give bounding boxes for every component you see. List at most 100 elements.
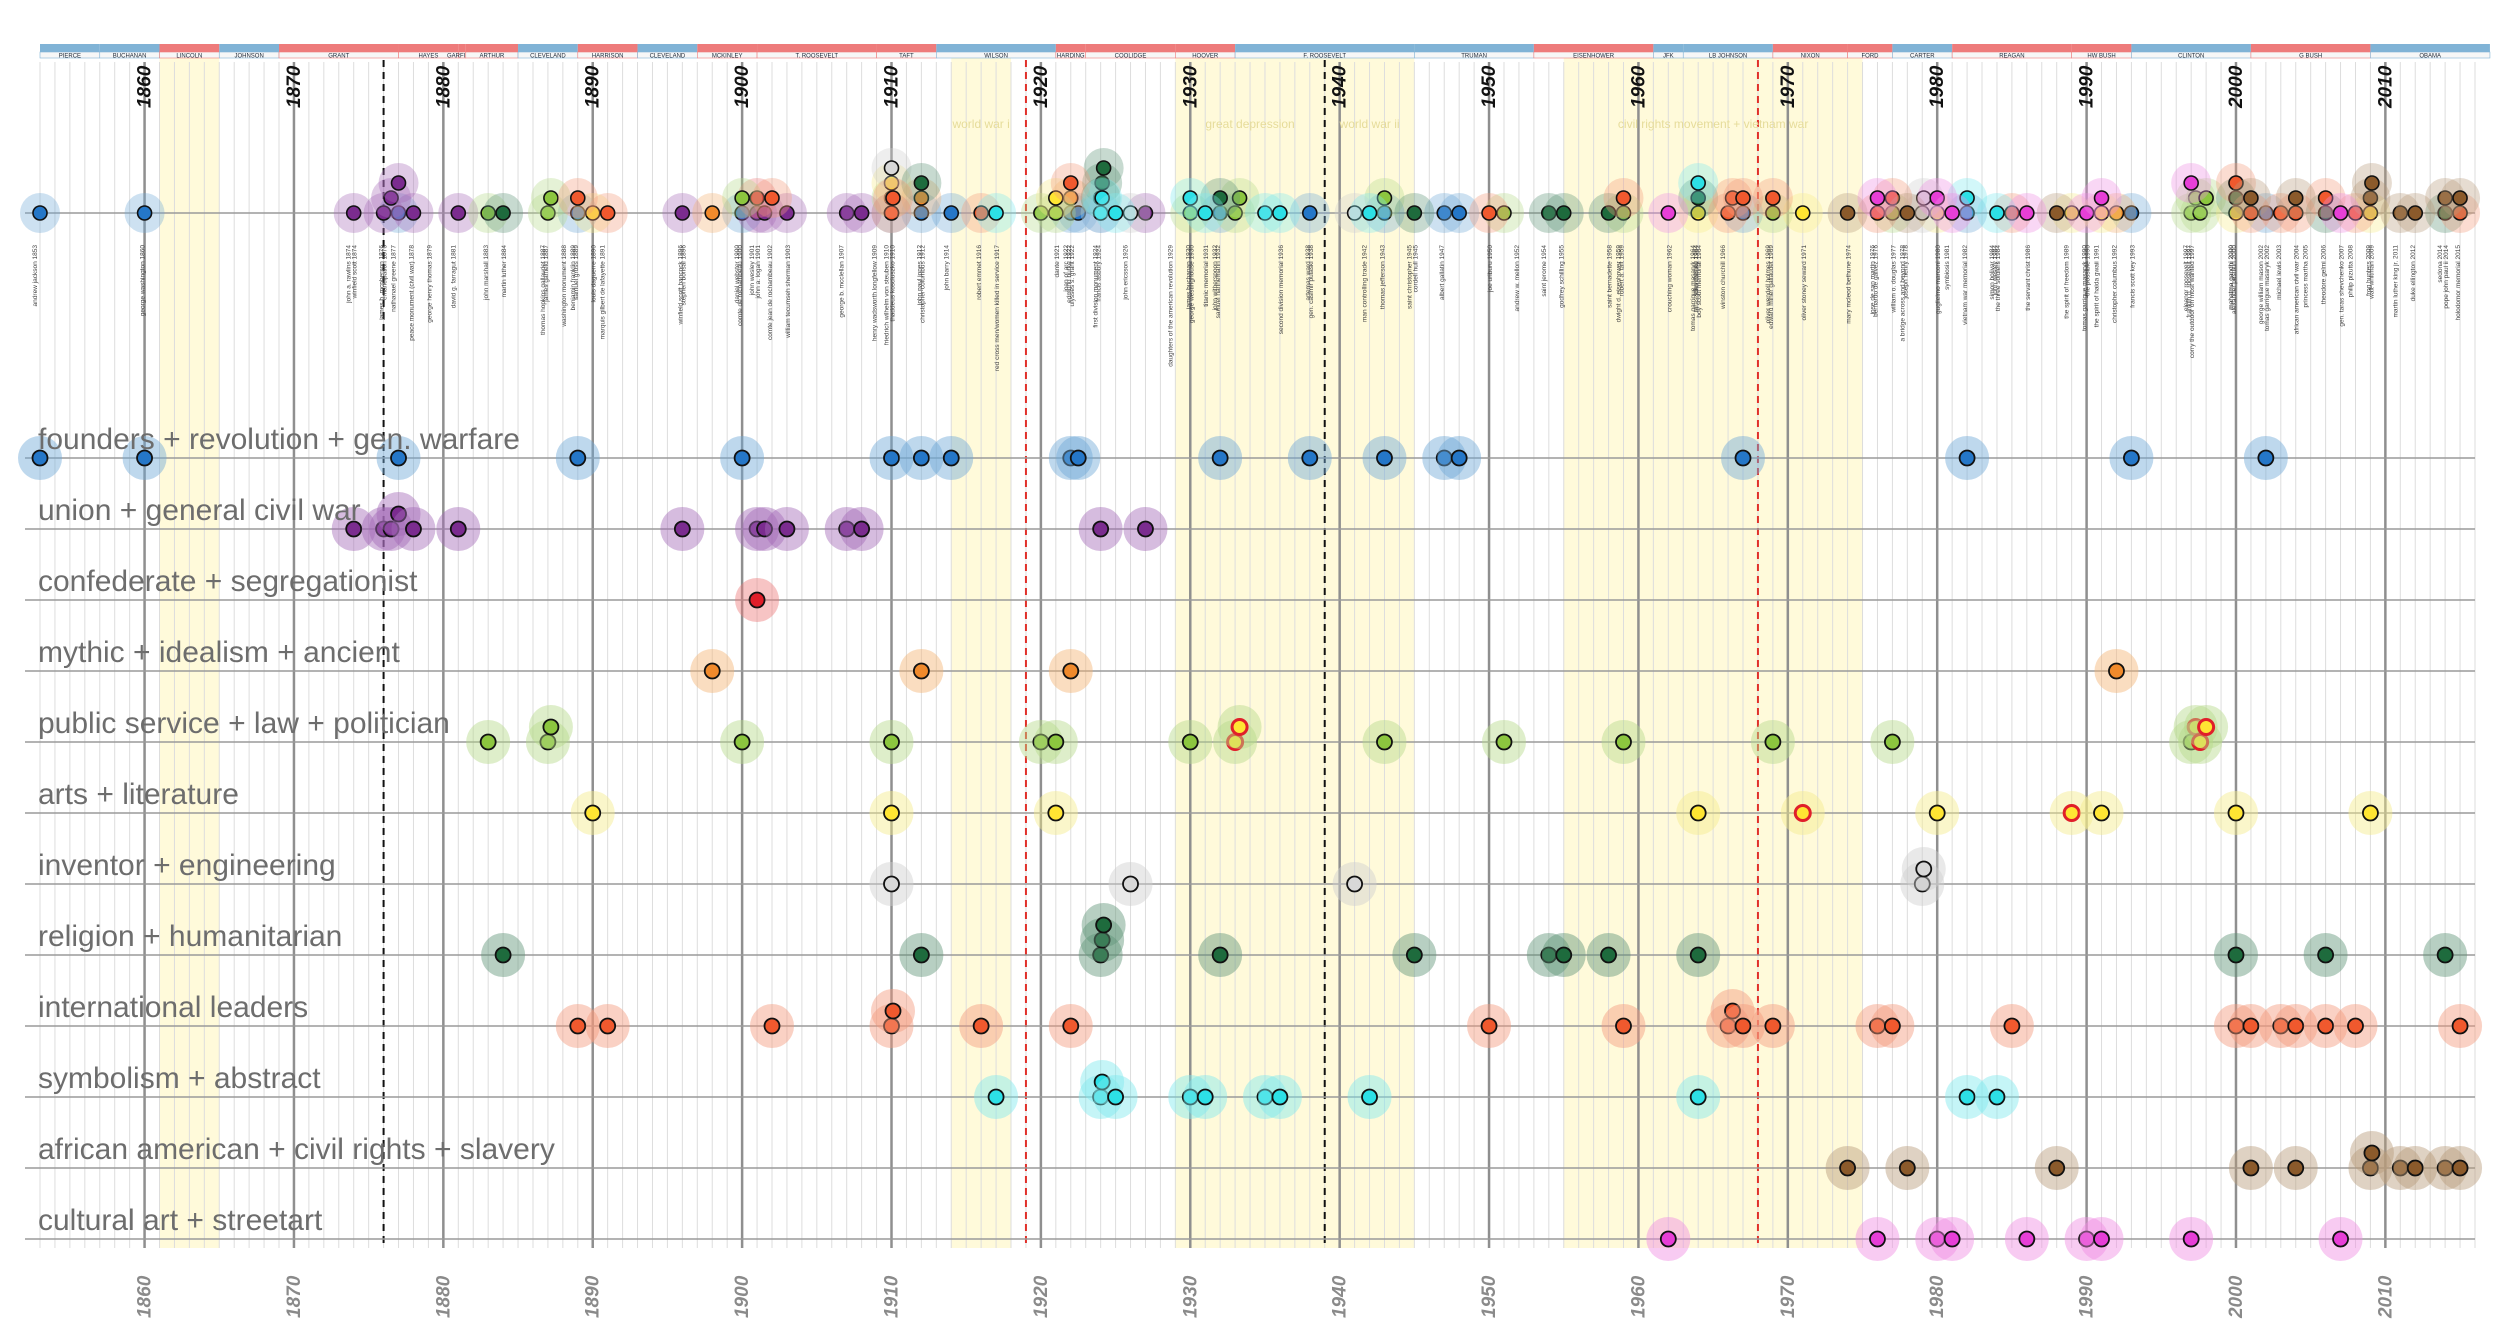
memorial-label: william tecumseh sherman 1903: [785, 245, 792, 339]
data-point: [1230, 718, 1249, 736]
data-point: [1689, 1088, 1707, 1106]
president-name: OBAMA: [2419, 54, 2441, 60]
summary-dot: [913, 205, 930, 221]
data-point: [1555, 946, 1573, 964]
summary-dot: [1062, 175, 1079, 191]
summary-dot: [913, 190, 930, 206]
memorial-label: francis scott key 1993: [2129, 245, 2136, 308]
data-point: [883, 875, 900, 893]
year-tick-label: 1920: [1031, 65, 1052, 108]
summary-dot: [2093, 205, 2110, 221]
summary-dot: [779, 205, 795, 221]
data-point: [1839, 1159, 1856, 1177]
president-term-bar: [1085, 44, 1176, 52]
summary-dot: [584, 205, 601, 221]
data-point: [1137, 520, 1154, 538]
data-point: [1062, 662, 1080, 680]
memorial-label: friedrich wilhelm von steuben 1910: [884, 245, 891, 345]
president-term-bar: [40, 44, 100, 52]
data-point: [748, 591, 766, 609]
summary-dot: [2243, 205, 2259, 221]
memorial-label: robert a. taft 1959: [1618, 245, 1625, 297]
summary-dot: [1884, 190, 1901, 206]
president-name: COOLIDGE: [1115, 54, 1147, 60]
president-term-bar: [99, 44, 160, 52]
memorial-label: washington monument 1888: [561, 245, 568, 328]
data-point: [569, 449, 587, 467]
summary-dot: [1451, 205, 1467, 221]
summary-dot: [764, 190, 780, 206]
category-label: confederate + segregationist: [38, 565, 418, 598]
summary-dot: [1182, 205, 1199, 221]
data-point: [390, 505, 407, 523]
summary-dot: [1600, 205, 1617, 221]
data-point: [2242, 1017, 2260, 1035]
bottom-year-tick-label: 1910: [882, 1275, 903, 1318]
memorial-label: emancipation 1876: [382, 245, 389, 300]
summary-dot: [2362, 190, 2379, 206]
bottom-year-tick-label: 1890: [583, 1275, 604, 1318]
year-gridlines: [25, 62, 2476, 1248]
memorial-label: oliver stoney seward 1971: [1801, 245, 1808, 321]
bottom-year-tick-label: 2000: [2226, 1275, 2247, 1319]
year-tick-label: 1900: [732, 65, 753, 108]
memorial-label: dwight d. eisenhower 1959: [1615, 245, 1622, 323]
data-point: [987, 1088, 1005, 1106]
data-point: [733, 449, 751, 467]
memorial-label: a bridge across and beyond 1978: [1899, 245, 1906, 342]
memorial-labels: andrew jackson 1853 george washington 186…: [32, 245, 2462, 371]
summary-dot: [1033, 205, 1049, 221]
summary-dot: [1095, 160, 1112, 176]
memorial-label: john marshall 1883: [483, 245, 490, 301]
memorial-label: joseph henry 1978: [1902, 245, 1909, 300]
year-tick-label: 2000: [2226, 65, 2247, 109]
summary-dot: [883, 205, 900, 221]
data-point: [1898, 1159, 1916, 1177]
president-term-bar: [577, 44, 638, 52]
data-point: [2451, 1017, 2469, 1035]
memorial-label: eleanor roosevelt 1997: [2183, 245, 2190, 312]
data-point: [1107, 1088, 1124, 1106]
memorial-label: christopher columbus 1912: [919, 245, 926, 323]
data-point: [1361, 1088, 1378, 1106]
summary-dot: [838, 205, 855, 221]
data-point: [883, 733, 900, 751]
memorial-label: samuel gross 1889: [573, 245, 580, 300]
data-point: [136, 449, 153, 467]
summary-dot: [1436, 205, 1453, 221]
summary-dot: [1122, 205, 1139, 221]
memorial-label: jose de san martin 1976: [1869, 245, 1876, 316]
data-point: [345, 520, 363, 538]
memorial-label: edward miner gallaudet 1969: [1768, 245, 1775, 329]
president-name: JFK: [1663, 54, 1674, 60]
president-name: FORD: [1861, 54, 1879, 60]
data-point: [2436, 946, 2454, 964]
president-name: CARTER: [1910, 54, 1935, 60]
memorial-label: robert emmet 1916: [976, 245, 983, 300]
president-name: HW BUSH: [2087, 54, 2115, 60]
data-point: [733, 733, 751, 751]
memorial-label: john wesley 1984: [1992, 245, 1999, 297]
category-dots: [18, 436, 2483, 1261]
presidential-terms-bar: PIERCE BUCHANAN LINCOLN JOHNSON GRANT HAYES GA…: [39, 44, 2491, 60]
memorial-label: pope john paul ii 2014: [2443, 245, 2450, 309]
summary-dot: [2452, 205, 2468, 221]
president-term-bar: [2250, 44, 2371, 52]
memorial-label: james b. mcpherson 1876: [379, 245, 386, 321]
memorial-label: gen. taras shevchenko 2007: [2339, 245, 2346, 327]
president-term-bar: [1055, 44, 1086, 52]
data-point: [1958, 1088, 1976, 1106]
summary-dot: [2362, 205, 2379, 221]
summary-dot: [2048, 205, 2065, 221]
summary-dot: [885, 190, 901, 206]
memorial-label: the spirit of haida gwaii 1991: [2094, 245, 2101, 328]
memorial-label: princess martha 2005: [2303, 245, 2310, 308]
memorial-label: oliver wendell holmes 1969: [1765, 245, 1772, 324]
data-point: [405, 520, 422, 538]
memorial-label: thomas jefferson 1943: [1379, 245, 1386, 310]
summary-dot: [2258, 205, 2274, 221]
year-tick-label: 1890: [583, 65, 604, 108]
memorial-label: david g. farragut 1881: [450, 245, 457, 309]
president-term-bar: [1653, 44, 1684, 52]
summary-dot: [390, 205, 407, 221]
